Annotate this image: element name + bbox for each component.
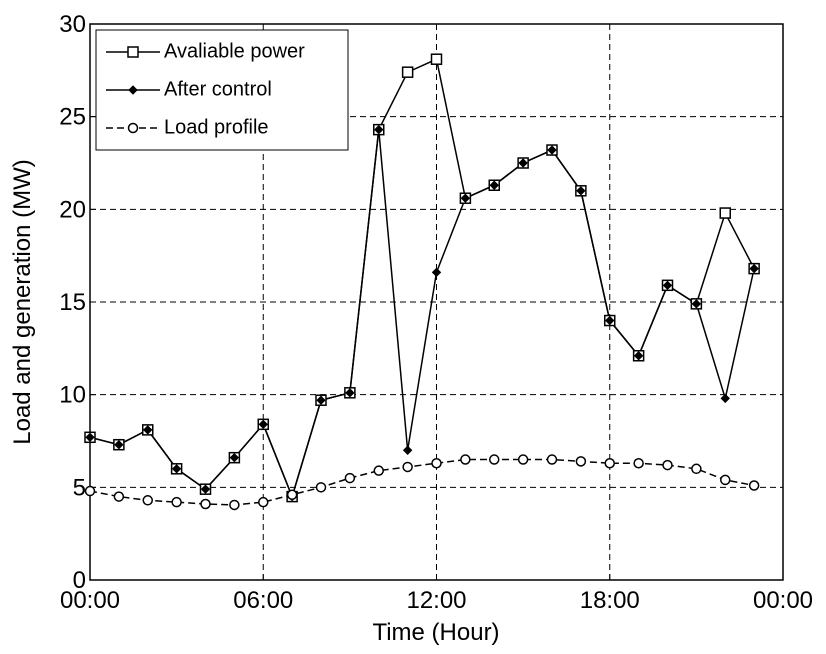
marker-diamond bbox=[605, 315, 615, 326]
plot-frame bbox=[89, 23, 784, 581]
marker-circle bbox=[402, 461, 413, 473]
marker-square bbox=[430, 53, 443, 65]
marker-diamond bbox=[662, 280, 673, 291]
y-tick-label: 25 bbox=[59, 104, 86, 131]
marker-diamond bbox=[316, 395, 326, 405]
marker-circle bbox=[344, 472, 356, 484]
marker-diamond bbox=[633, 351, 644, 361]
marker-circle bbox=[575, 456, 587, 467]
marker-circle bbox=[200, 498, 211, 510]
marker-diamond bbox=[576, 186, 586, 196]
marker-diamond bbox=[691, 299, 702, 309]
marker-diamond bbox=[431, 267, 442, 278]
marker-circle bbox=[113, 491, 125, 502]
marker-circle bbox=[604, 457, 615, 469]
marker-square bbox=[127, 46, 139, 58]
marker-circle bbox=[286, 489, 298, 500]
marker-circle bbox=[633, 457, 644, 469]
marker-diamond bbox=[402, 445, 413, 455]
marker-circle bbox=[258, 496, 269, 508]
marker-diamond bbox=[720, 393, 730, 404]
marker-circle bbox=[373, 465, 384, 476]
x-tick-label: 00:00 bbox=[60, 587, 120, 614]
marker-diamond bbox=[749, 263, 759, 274]
marker-circle bbox=[720, 474, 731, 486]
marker-diamond bbox=[200, 484, 211, 494]
marker-circle bbox=[546, 454, 558, 465]
x-tick-label: 12:00 bbox=[406, 587, 466, 614]
y-axis-label: Load and generation (MW) bbox=[9, 159, 36, 445]
marker-circle bbox=[127, 122, 139, 134]
x-tick-label: 00:00 bbox=[753, 587, 813, 614]
marker-diamond bbox=[143, 425, 153, 435]
marker-circle bbox=[748, 480, 760, 491]
marker-diamond bbox=[85, 432, 95, 443]
marker-circle bbox=[691, 463, 702, 475]
legend-label: After control bbox=[164, 78, 272, 100]
marker-diamond bbox=[345, 388, 355, 398]
marker-diamond bbox=[258, 419, 268, 430]
series-line bbox=[89, 129, 755, 499]
legend-label: Load profile bbox=[164, 116, 269, 138]
marker-diamond bbox=[128, 85, 138, 95]
marker-circle bbox=[84, 485, 96, 497]
y-tick-label: 15 bbox=[59, 289, 86, 316]
y-tick-label: 5 bbox=[73, 474, 86, 501]
marker-diamond bbox=[489, 180, 499, 190]
marker-circle bbox=[142, 495, 153, 506]
x-axis-label: Time (Hour) bbox=[372, 619, 499, 646]
marker-square bbox=[401, 66, 414, 78]
marker-circle bbox=[460, 454, 471, 465]
marker-square bbox=[719, 207, 731, 219]
marker-circle bbox=[171, 496, 182, 508]
marker-circle bbox=[517, 454, 529, 465]
marker-circle bbox=[315, 482, 327, 493]
marker-diamond bbox=[547, 145, 557, 155]
marker-diamond bbox=[374, 124, 384, 135]
series-line bbox=[89, 458, 755, 506]
marker-circle bbox=[662, 459, 673, 471]
marker-diamond bbox=[114, 439, 124, 450]
x-tick-label: 18:00 bbox=[580, 587, 640, 614]
marker-diamond bbox=[229, 452, 240, 463]
marker-diamond bbox=[171, 464, 182, 474]
y-tick-label: 30 bbox=[59, 11, 86, 38]
marker-circle bbox=[431, 457, 442, 469]
marker-diamond bbox=[460, 193, 471, 203]
marker-diamond bbox=[518, 158, 528, 168]
legend-label: Avaliable power bbox=[164, 40, 305, 62]
marker-circle bbox=[229, 499, 240, 511]
y-tick-label: 20 bbox=[59, 196, 86, 223]
y-tick-label: 0 bbox=[73, 567, 86, 594]
x-tick-label: 06:00 bbox=[233, 587, 293, 614]
y-tick-label: 10 bbox=[59, 382, 86, 409]
marker-circle bbox=[489, 454, 500, 465]
